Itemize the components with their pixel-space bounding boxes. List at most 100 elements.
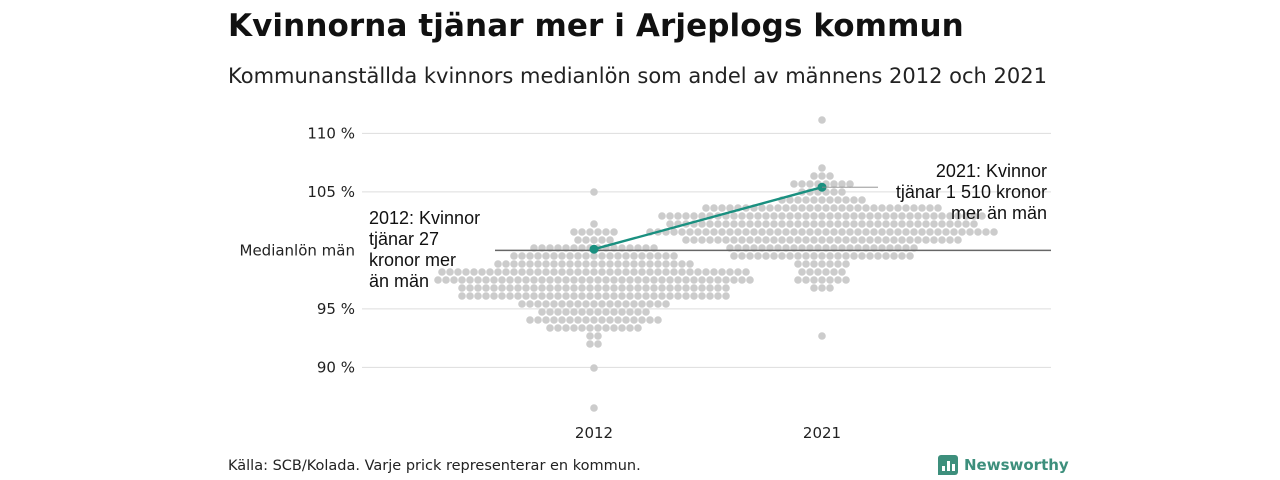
swarm-dot — [974, 228, 982, 236]
swarm-dot — [526, 316, 534, 324]
swarm-dot — [874, 252, 882, 260]
swarm-dot — [606, 316, 614, 324]
swarm-dot — [690, 284, 698, 292]
swarm-dot — [822, 268, 830, 276]
swarm-dot — [754, 212, 762, 220]
swarm-dot — [494, 268, 502, 276]
swarm-dot — [842, 276, 850, 284]
swarm-dot — [878, 228, 886, 236]
swarm-dot — [722, 220, 730, 228]
swarm-dot — [850, 220, 858, 228]
swarm-dot — [846, 204, 854, 212]
swarm-dot — [730, 236, 738, 244]
swarm-dot — [926, 204, 934, 212]
swarm-dot — [866, 212, 874, 220]
swarm-dot — [890, 236, 898, 244]
swarm-dot — [698, 212, 706, 220]
swarm-dot — [850, 196, 858, 204]
swarm-dot — [554, 276, 562, 284]
swarm-dot — [778, 212, 786, 220]
swarm-dot — [818, 164, 826, 172]
swarm-dot — [962, 212, 970, 220]
swarm-dot — [802, 252, 810, 260]
swarm-dot — [558, 260, 566, 268]
swarm-dot — [794, 260, 802, 268]
swarm-dot — [490, 276, 498, 284]
swarm-dot — [514, 292, 522, 300]
swarm-dot — [818, 212, 826, 220]
swarm-dot — [818, 172, 826, 180]
swarm-dot — [858, 220, 866, 228]
swarm-dot — [810, 252, 818, 260]
swarm-dot — [762, 236, 770, 244]
x-tick-label: 2012 — [575, 424, 613, 442]
swarm-dot — [754, 252, 762, 260]
swarm-dot — [614, 260, 622, 268]
swarm-dot — [474, 284, 482, 292]
swarm-dot — [634, 292, 642, 300]
swarm-dot — [510, 252, 518, 260]
swarm-dot — [446, 268, 454, 276]
swarm-dot — [938, 220, 946, 228]
swarm-dot — [834, 260, 842, 268]
swarm-dot — [958, 228, 966, 236]
swarm-dot — [754, 220, 762, 228]
swarm-dot — [686, 260, 694, 268]
swarm-dot — [806, 204, 814, 212]
swarm-dot — [506, 284, 514, 292]
swarm-dot — [706, 284, 714, 292]
swarm-dot — [546, 292, 554, 300]
swarm-dot — [818, 220, 826, 228]
swarm-dot — [454, 268, 462, 276]
swarm-dot — [594, 324, 602, 332]
swarm-dot — [598, 236, 606, 244]
swarm-dot — [930, 220, 938, 228]
swarm-dot — [818, 252, 826, 260]
swarm-dot — [738, 212, 746, 220]
newsworthy-logo[interactable]: Newsworthy — [938, 455, 1069, 475]
swarm-dot — [858, 236, 866, 244]
swarm-dot — [678, 260, 686, 268]
swarm-dot — [834, 212, 842, 220]
swarm-dot — [670, 268, 678, 276]
swarm-dot — [738, 252, 746, 260]
swarm-dot — [618, 284, 626, 292]
swarm-dot — [826, 220, 834, 228]
swarm-dot — [818, 276, 826, 284]
swarm-dot — [834, 252, 842, 260]
annotation-line: mer än män — [951, 203, 1047, 223]
swarm-dot — [590, 260, 598, 268]
swarm-dot — [778, 236, 786, 244]
swarm-dot — [818, 116, 826, 124]
swarm-dot — [638, 252, 646, 260]
swarm-dot — [590, 252, 598, 260]
swarm-dot — [690, 276, 698, 284]
swarm-dot — [486, 268, 494, 276]
swarm-dot — [462, 268, 470, 276]
y-tick-label: 95 % — [317, 300, 355, 318]
swarm-dot — [702, 228, 710, 236]
annotations: 2012: Kvinnor tjänar 27 kronor mer än män20… — [369, 161, 1047, 291]
swarm-dot — [498, 276, 506, 284]
swarm-dot — [634, 308, 642, 316]
swarm-dot — [786, 220, 794, 228]
swarm-dot — [686, 268, 694, 276]
swarm-dot — [498, 292, 506, 300]
swarm-dot — [646, 316, 654, 324]
swarm-dot — [746, 276, 754, 284]
swarm-dot — [642, 308, 650, 316]
swarm-dot — [850, 252, 858, 260]
swarm-dot — [874, 236, 882, 244]
swarm-dot — [978, 212, 986, 220]
swarm-dot — [494, 260, 502, 268]
swarm-dot — [630, 300, 638, 308]
swarm-dot — [578, 292, 586, 300]
swarm-dot — [766, 204, 774, 212]
swarm-dot — [606, 300, 614, 308]
swarm-dot — [898, 212, 906, 220]
swarm-dot — [578, 228, 586, 236]
x-tick-label: 2021 — [803, 424, 841, 442]
swarm-dot — [470, 268, 478, 276]
swarm-dot — [822, 228, 830, 236]
